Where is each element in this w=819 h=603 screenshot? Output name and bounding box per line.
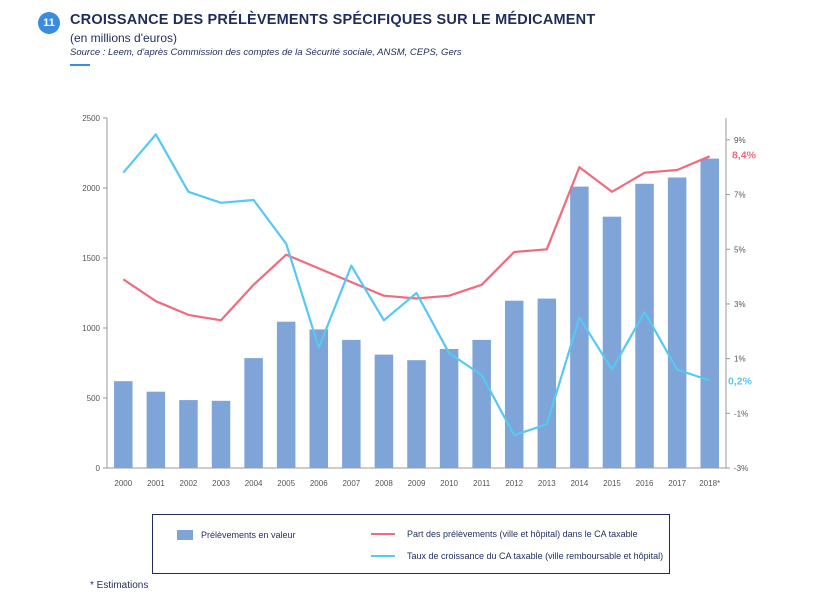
right-tick-label: 7% [734,191,746,200]
bar [635,183,654,469]
legend-item-bars: Prélèvements en valeur [177,530,296,540]
x-tick-label: 2006 [310,479,328,488]
legend-item-share-line: Part des prélèvements (ville et hôpital)… [371,529,638,539]
x-tick-label: 2017 [668,479,686,488]
x-tick-label: 2018* [699,479,720,488]
source-underline-divider [70,64,90,66]
legend-item-growth-line: Taux de croissance du CA taxable (ville … [371,551,663,561]
x-tick-label: 2001 [147,479,165,488]
right-tick-label: 9% [734,136,746,145]
bar [602,216,622,468]
bar [504,300,524,468]
bar [537,298,557,468]
bar [570,186,589,468]
x-tick-label: 2002 [180,479,198,488]
x-tick-label: 2000 [114,479,132,488]
share-end-label: 8,4% [732,149,757,161]
bar [244,358,263,468]
x-tick-label: 2003 [212,479,230,488]
chart-number-badge: 11 [38,12,60,34]
chart-legend: Prélèvements en valeur Part des prélèvem… [152,514,670,574]
chart-source: Source : Leem, d'après Commission des co… [70,47,462,58]
x-tick-label: 2012 [505,479,523,488]
bar [667,177,687,468]
legend-swatch-share-line [371,533,395,535]
bar [146,391,166,468]
left-tick-label: 2500 [82,114,100,123]
x-tick-label: 2010 [440,479,458,488]
legend-swatch-bars [177,530,193,540]
right-tick-label: 3% [734,300,746,309]
bar [276,321,296,468]
right-tick-label: -3% [734,464,748,473]
x-tick-label: 2007 [342,479,360,488]
bar [309,329,329,468]
x-tick-label: 2013 [538,479,556,488]
right-tick-label: 1% [734,355,746,364]
growth-line-series [122,133,711,437]
x-tick-label: 2014 [570,479,588,488]
x-tick-label: 2015 [603,479,621,488]
legend-label-share-line: Part des prélèvements (ville et hôpital)… [407,529,638,539]
growth-end-label: 0,2% [728,376,753,388]
legend-swatch-growth-line [371,555,395,557]
x-tick-label: 2016 [636,479,654,488]
bar [374,354,394,468]
x-tick-label: 2011 [473,479,491,488]
chart-subtitle: (en millions d'euros) [70,31,177,45]
legend-label-bars: Prélèvements en valeur [201,530,296,540]
share-line-series [122,155,711,322]
bar [179,400,198,468]
chart-title: CROISSANCE DES PRÉLÈVEMENTS SPÉCIFIQUES … [70,12,596,28]
left-tick-label: 0 [96,464,101,473]
bar [472,339,491,468]
right-tick-label: -1% [734,409,748,418]
bar [211,400,231,468]
bar [439,349,459,468]
right-tick-label: 5% [734,245,746,254]
bar [114,381,133,468]
bar [342,339,361,468]
x-tick-label: 2004 [245,479,263,488]
left-tick-label: 2000 [82,184,100,193]
x-tick-label: 2009 [408,479,426,488]
footnote: * Estimations [90,580,149,591]
left-tick-label: 500 [87,394,101,403]
x-tick-label: 2008 [375,479,393,488]
left-tick-label: 1500 [82,254,100,263]
bar [700,158,719,468]
x-tick-label: 2005 [277,479,295,488]
left-tick-label: 1000 [82,324,100,333]
legend-label-growth-line: Taux de croissance du CA taxable (ville … [407,551,664,561]
bar [407,360,426,468]
